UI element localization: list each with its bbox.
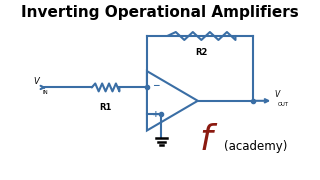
Text: V: V <box>275 90 280 99</box>
Text: R2: R2 <box>195 48 208 57</box>
Text: V: V <box>34 77 40 86</box>
Text: +: + <box>152 110 160 119</box>
Text: R1: R1 <box>100 103 112 112</box>
Text: −: − <box>152 81 160 90</box>
Text: IN: IN <box>43 90 48 95</box>
Text: (academy): (academy) <box>224 140 287 153</box>
Text: $f$: $f$ <box>199 123 219 157</box>
Text: OUT: OUT <box>277 102 289 107</box>
Text: Inverting Operational Amplifiers: Inverting Operational Amplifiers <box>21 5 299 20</box>
